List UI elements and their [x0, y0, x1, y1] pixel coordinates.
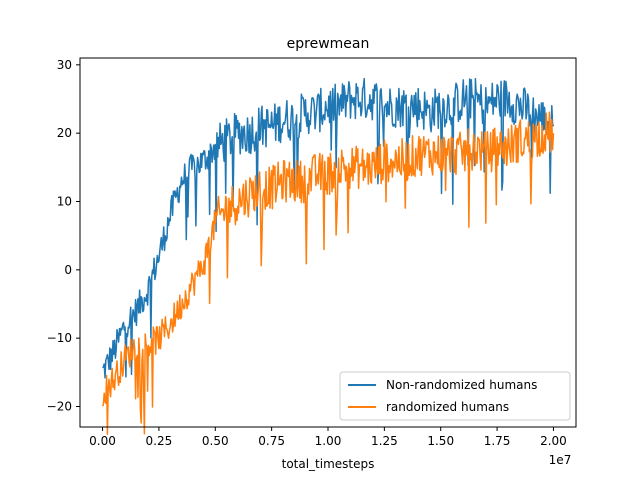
x-tick-label: 0.75 [258, 434, 285, 448]
x-tick-label: 1.00 [315, 434, 342, 448]
y-tick-label: −20 [47, 400, 72, 414]
y-tick-label: 0 [64, 263, 72, 277]
x-tick-label: 2.00 [540, 434, 567, 448]
x-tick-label: 1.75 [484, 434, 511, 448]
x-tick-label: 0.50 [202, 434, 229, 448]
series-line-non-randomized [102, 77, 555, 379]
y-tick-label: 30 [57, 58, 72, 72]
x-tick-label: 1.25 [371, 434, 398, 448]
y-tick-label: −10 [47, 331, 72, 345]
y-tick-label: 20 [57, 126, 72, 140]
legend: Non-randomized humans randomized humans [339, 371, 571, 421]
chart-title: eprewmean [287, 36, 370, 52]
y-tick-label: 10 [57, 195, 72, 209]
y-axis-ticks: −20 −10 0 10 20 30 [47, 58, 80, 414]
legend-label-randomized: randomized humans [386, 400, 509, 414]
x-axis-ticks: 0.00 0.25 0.50 0.75 1.00 1.25 1.50 1.75 2.00 [89, 427, 567, 448]
x-axis-label: total_timesteps [282, 457, 375, 471]
x-axis-offset-label: 1e7 [549, 453, 572, 467]
x-tick-label: 0.00 [89, 434, 116, 448]
series-line-randomized [101, 111, 555, 435]
legend-box [339, 371, 571, 421]
x-tick-label: 0.25 [146, 434, 173, 448]
x-tick-label: 1.50 [427, 434, 454, 448]
series-layer [101, 77, 555, 435]
legend-label-non-randomized: Non-randomized humans [386, 378, 537, 392]
